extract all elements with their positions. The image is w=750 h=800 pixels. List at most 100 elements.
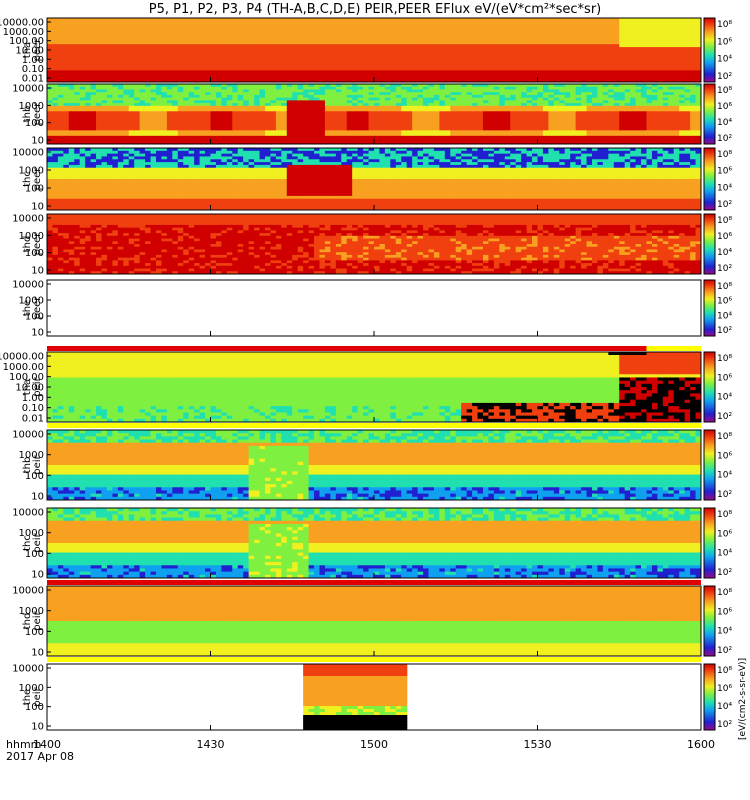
- colorbar-tick-label: 10⁸: [717, 510, 732, 520]
- colorbar-tick-label: 10⁸: [717, 150, 732, 160]
- colorbar: [703, 351, 716, 423]
- panel-probe-label: the: [22, 689, 33, 705]
- colorbar-tick-label: 10²: [717, 646, 732, 656]
- y-tick-label: 10000: [12, 508, 44, 519]
- y-tick-label: 100: [25, 118, 44, 129]
- spectrogram-panel-tha-peer: tha peer 10000.001000.00100.0010.001.000.1…: [0, 17, 732, 85]
- x-tick-label: 1400: [33, 738, 61, 751]
- time-axis: hhmm 2017 Apr 08 1400 1430 1500 1530 1600: [6, 738, 715, 763]
- y-tick-label: 10: [31, 328, 44, 339]
- y-tick-label: 1000.00: [3, 362, 44, 373]
- x-axis-label-hhmm: hhmm: [6, 738, 41, 751]
- colorbar-tick-label: 10²: [717, 568, 732, 578]
- y-tick-label: 1000: [19, 166, 44, 177]
- y-tick-label: 100: [25, 471, 44, 482]
- spectrogram-panel-the-peer: the peer 10000 1000 100 10 10² 10⁴ 10⁶ 10⁸: [12, 279, 732, 339]
- spectrogram-panel-thb-peer: thb peer 10000 1000 100 10 10² 10⁴ 10⁶ 10⁸: [12, 83, 732, 147]
- colorbar-tick-label: 10²: [717, 72, 732, 82]
- y-tick-label: 0.01: [22, 414, 44, 425]
- colorbar-tick-label: 10⁸: [717, 282, 732, 292]
- panel-probe-label: thd: [22, 236, 33, 253]
- colorbar-tick-label: 10⁴: [717, 549, 732, 559]
- colorbar-tick-label: 10⁴: [717, 55, 732, 65]
- colorbar-tick-label: 10⁸: [717, 354, 732, 364]
- colorbar-tick-label: 10⁴: [717, 183, 732, 193]
- colorbar: [703, 585, 716, 657]
- plot-title: P5, P1, P2, P3, P4 (TH-A,B,C,D,E) PEIR,P…: [0, 2, 750, 17]
- panel-species-label: peir: [32, 454, 43, 474]
- colorbar-tick-label: 10²: [717, 264, 732, 274]
- y-tick-label: 100: [25, 312, 44, 323]
- panel-species-label: peer: [32, 102, 43, 126]
- y-tick-label: 100.00: [9, 372, 44, 383]
- colorbar-tick-label: 10⁶: [717, 373, 732, 383]
- y-tick-label: 10: [31, 722, 44, 733]
- panel-species-label: peer: [32, 38, 43, 62]
- colorbar: [703, 507, 716, 579]
- mode-bar: [47, 580, 701, 585]
- x-tick-label: 1530: [524, 738, 552, 751]
- y-tick-label: 0.10: [22, 64, 44, 75]
- colorbar-tick-label: 10⁶: [717, 607, 732, 617]
- y-tick-label: 10: [31, 266, 44, 277]
- y-tick-label: 0.01: [22, 74, 44, 85]
- panel-probe-label: tha: [22, 42, 33, 58]
- panel-species-label: peer: [32, 232, 43, 256]
- colorbar: [703, 663, 716, 731]
- y-tick-label: 1000: [19, 606, 44, 617]
- spectrogram-panel-thc-peir: thc peir 10000 1000 100 10 10² 10⁴ 10⁶ 10⁸: [12, 507, 732, 581]
- y-tick-label: 1.00: [22, 393, 44, 404]
- spectrogram-panel-thd-peer: thd peer 10000 1000 100 10 10² 10⁴ 10⁶ 10⁸: [12, 213, 732, 277]
- y-tick-label: 100: [25, 549, 44, 560]
- colorbar-tick-label: 10⁸: [717, 216, 732, 226]
- colorbar-tick-label: 10⁶: [717, 451, 732, 461]
- y-tick-label: 100: [25, 702, 44, 713]
- colorbar-tick-label: 10⁴: [717, 248, 732, 258]
- mode-bar: [47, 657, 701, 662]
- y-tick-label: 100: [25, 184, 44, 195]
- y-tick-label: 100: [25, 248, 44, 259]
- y-tick-label: 1000: [19, 450, 44, 461]
- y-tick-label: 100.00: [9, 36, 44, 47]
- colorbar-tick-label: 10⁸: [717, 86, 732, 96]
- y-tick-label: 10: [31, 648, 44, 659]
- colorbar-tick-label: 10²: [717, 412, 732, 422]
- y-tick-label: 1000: [19, 231, 44, 242]
- y-tick-label: 1000: [19, 101, 44, 112]
- colorbar-tick-label: 10⁴: [717, 311, 732, 321]
- colorbar: [703, 83, 716, 145]
- colorbar-tick-label: 10⁴: [717, 627, 732, 637]
- colorbar-tick-label: 10⁴: [717, 471, 732, 481]
- colorbar-tick-label: 10⁶: [717, 37, 732, 47]
- colorbar: [703, 147, 716, 211]
- colorbar-tick-label: 10⁶: [717, 529, 732, 539]
- panel-probe-label: tha: [22, 379, 33, 395]
- panel-probe-label: the: [22, 300, 33, 316]
- colorbar-units-label: [eV/(cm2-s-sr-eV)]: [738, 658, 748, 740]
- mode-bar-segment: [608, 352, 647, 355]
- colorbar-tick-label: 10²: [717, 490, 732, 500]
- spectrogram-panel-the-peir: the peir 10000 1000 100 10 10² 10⁴ 10⁶ 10⁸: [12, 663, 732, 733]
- panel-probe-label: thc: [22, 535, 33, 551]
- x-axis-label-date: 2017 Apr 08: [6, 750, 74, 763]
- y-tick-label: 1000: [19, 296, 44, 307]
- spectrogram-panel-thb-peir: thb peir 10000 1000 100 10 10² 10⁴ 10⁶ 10⁸: [12, 429, 732, 503]
- panel-probe-label: thb: [22, 106, 33, 123]
- y-tick-label: 10: [31, 570, 44, 581]
- panel-probe-label: thb: [22, 457, 33, 474]
- y-tick-label: 1000: [19, 528, 44, 539]
- y-tick-label: 10000: [12, 214, 44, 225]
- panel-species-label: peer: [32, 167, 43, 191]
- panel-species-label: peir: [32, 532, 43, 552]
- colorbar: [703, 17, 716, 83]
- colorbar: [703, 213, 716, 275]
- spectrogram-panel-thd-peir: thd peir 10000 1000 100 10 10² 10⁴ 10⁶ 10⁸: [12, 585, 732, 659]
- y-tick-label: 10000: [12, 586, 44, 597]
- y-tick-label: 10.00: [15, 46, 44, 57]
- y-tick-label: 10: [31, 136, 44, 147]
- colorbar-tick-label: 10⁶: [717, 232, 732, 242]
- x-tick-label: 1500: [360, 738, 388, 751]
- colorbar-tick-label: 10⁴: [717, 702, 732, 712]
- colorbar-tick-label: 10⁸: [717, 588, 732, 598]
